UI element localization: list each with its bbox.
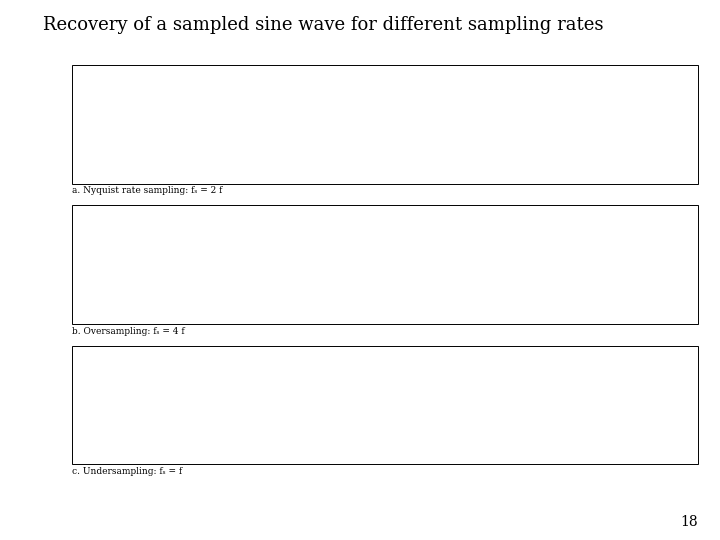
Point xyxy=(126,228,138,237)
Point xyxy=(508,97,519,106)
Point xyxy=(636,238,647,246)
Point xyxy=(235,146,246,154)
Point xyxy=(117,97,128,106)
Point xyxy=(225,286,236,295)
Point xyxy=(454,396,466,404)
Point xyxy=(86,262,98,271)
Point xyxy=(626,146,637,154)
Point xyxy=(518,286,529,295)
Point xyxy=(498,262,509,271)
Point xyxy=(107,238,118,246)
Point xyxy=(245,402,256,411)
Point xyxy=(438,238,450,246)
Text: b. Oversampling: fₛ = 4 f: b. Oversampling: fₛ = 4 f xyxy=(72,327,184,336)
Text: a. Nyquist rate sampling: fₛ = 2 f: a. Nyquist rate sampling: fₛ = 2 f xyxy=(72,186,222,195)
Point xyxy=(176,97,187,106)
Point xyxy=(264,238,276,246)
Point xyxy=(549,376,560,385)
Point xyxy=(616,228,628,237)
Point xyxy=(284,228,296,237)
Text: c. Undersampling: fₛ = f: c. Undersampling: fₛ = f xyxy=(72,467,182,476)
Point xyxy=(166,262,177,271)
Text: 18: 18 xyxy=(681,515,698,529)
Point xyxy=(205,296,217,305)
Point xyxy=(478,238,490,246)
Point xyxy=(557,286,568,295)
Point xyxy=(166,402,177,411)
Point xyxy=(146,238,158,246)
Point xyxy=(458,228,469,237)
Point xyxy=(537,296,549,305)
Point xyxy=(419,262,431,271)
Point xyxy=(577,262,588,271)
Point xyxy=(596,238,608,246)
Point xyxy=(86,402,98,411)
Point xyxy=(304,238,315,246)
Point xyxy=(245,262,256,271)
Point xyxy=(567,146,578,154)
Point xyxy=(632,375,644,383)
Point xyxy=(449,97,460,106)
Point xyxy=(294,146,305,154)
Point xyxy=(186,286,197,295)
Text: Recovery of a sampled sine wave for different sampling rates: Recovery of a sampled sine wave for diff… xyxy=(43,16,603,34)
